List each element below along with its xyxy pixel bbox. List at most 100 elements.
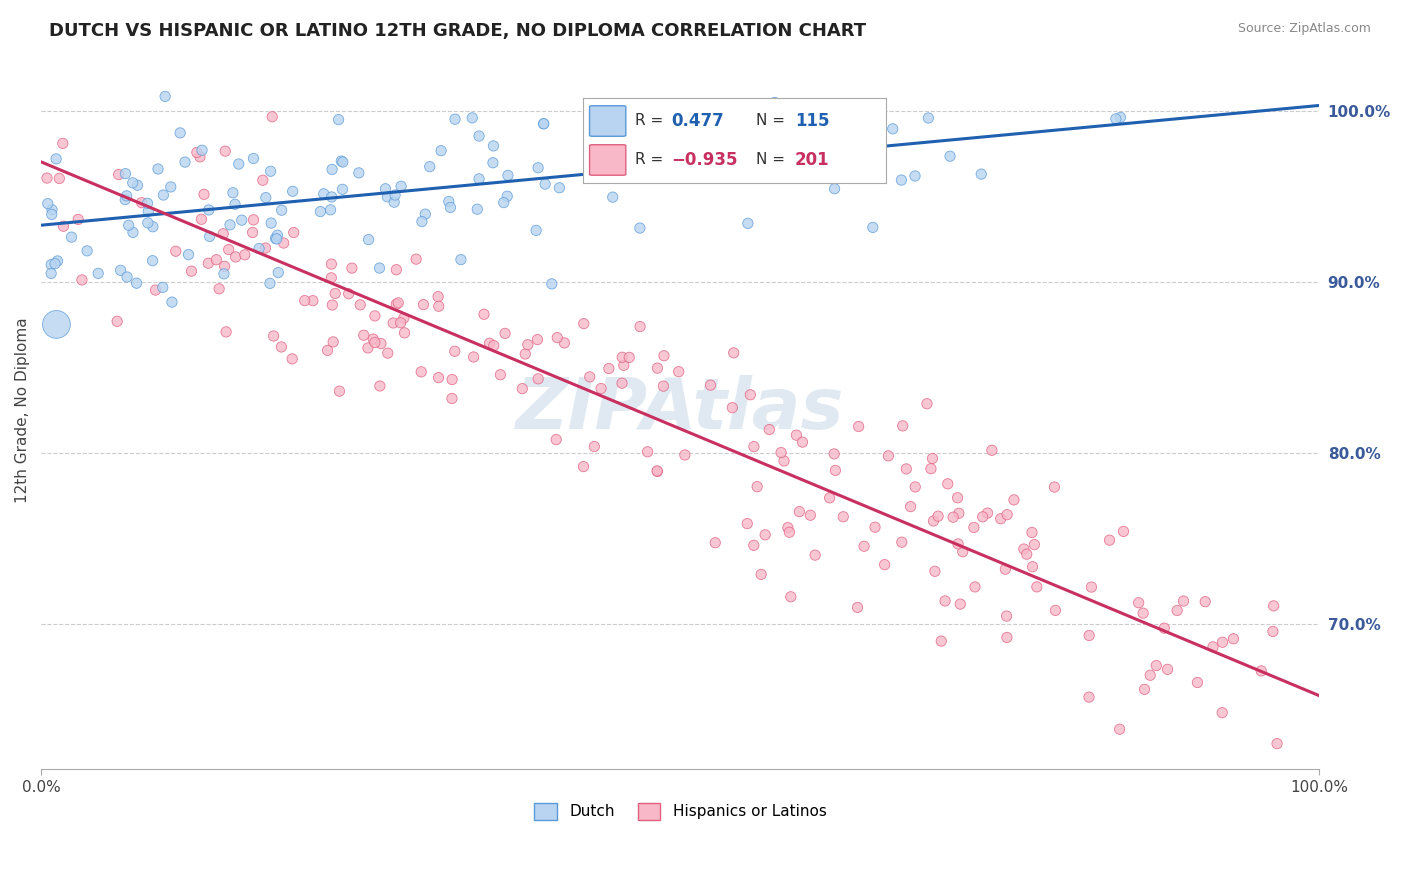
Point (353, 328, 375, 343)
Point (533, 117, 555, 131)
Point (374, 182, 396, 196)
Point (721, 401, 744, 415)
Point (273, 235, 295, 250)
Point (963, 520, 986, 534)
Point (1078, 690, 1101, 705)
Point (1024, 538, 1046, 552)
Point (516, 337, 538, 351)
Point (357, 341, 380, 355)
Point (1265, 737, 1288, 751)
Point (443, 344, 465, 359)
Point (699, 378, 721, 392)
Point (778, 525, 800, 540)
Point (392, 311, 415, 326)
Point (942, 510, 965, 524)
Point (612, 351, 634, 365)
Point (929, 634, 952, 648)
Point (76, 244, 98, 258)
Point (494, 326, 516, 341)
Point (546, 331, 568, 345)
Point (337, 286, 360, 301)
Point (219, 218, 242, 232)
Point (385, 262, 408, 277)
Point (553, 335, 575, 350)
Point (758, 423, 780, 437)
Point (127, 178, 149, 193)
Point (321, 257, 343, 271)
Point (1250, 664, 1272, 678)
Point (1098, 533, 1121, 548)
Point (412, 297, 434, 311)
Point (44, 257, 66, 271)
Point (1263, 599, 1285, 613)
Point (1261, 624, 1284, 639)
Point (180, 264, 202, 278)
Point (152, 280, 174, 294)
Point (440, 392, 463, 406)
Point (45, 318, 67, 332)
Point (1194, 595, 1216, 609)
Point (789, 505, 811, 519)
Point (254, 190, 277, 204)
Point (1002, 492, 1025, 507)
Point (779, 590, 801, 604)
Point (115, 189, 138, 203)
Point (1043, 480, 1066, 494)
Point (995, 508, 1018, 522)
Point (197, 256, 219, 270)
Point (198, 229, 221, 244)
Point (35, 171, 58, 186)
Point (153, 89, 176, 103)
Point (208, 282, 231, 296)
Point (405, 252, 427, 267)
Text: R =: R = (636, 113, 664, 128)
Point (652, 379, 675, 393)
Point (1078, 628, 1101, 642)
Point (995, 609, 1018, 624)
Point (45, 152, 67, 166)
Point (118, 219, 141, 233)
Point (735, 516, 758, 531)
Point (900, 500, 922, 514)
Point (723, 346, 745, 360)
Point (259, 277, 281, 291)
Point (976, 506, 998, 520)
Point (939, 149, 962, 163)
Point (332, 155, 354, 169)
Point (46, 254, 69, 268)
Point (952, 545, 974, 559)
Point (1080, 580, 1102, 594)
Point (364, 335, 387, 350)
Point (121, 176, 143, 190)
Point (963, 580, 986, 594)
Point (159, 180, 181, 194)
Point (394, 326, 416, 340)
Point (254, 241, 277, 255)
Point (972, 509, 994, 524)
Point (733, 164, 755, 178)
Point (824, 463, 846, 477)
Point (862, 220, 884, 235)
Point (546, 433, 568, 447)
Point (1105, 112, 1128, 126)
Point (146, 161, 169, 176)
Point (877, 449, 900, 463)
Point (1156, 662, 1178, 676)
Point (1139, 668, 1161, 682)
Point (970, 167, 993, 181)
Point (572, 459, 595, 474)
Text: R =: R = (636, 153, 664, 168)
Point (160, 295, 183, 310)
Point (114, 193, 136, 207)
Point (312, 186, 335, 201)
Point (212, 227, 235, 241)
Point (52, 219, 75, 234)
Point (411, 365, 433, 379)
Point (321, 270, 343, 285)
Point (437, 194, 460, 209)
Point (747, 480, 769, 494)
Point (439, 201, 461, 215)
Point (1128, 596, 1150, 610)
Point (364, 309, 387, 323)
Point (1132, 606, 1154, 620)
